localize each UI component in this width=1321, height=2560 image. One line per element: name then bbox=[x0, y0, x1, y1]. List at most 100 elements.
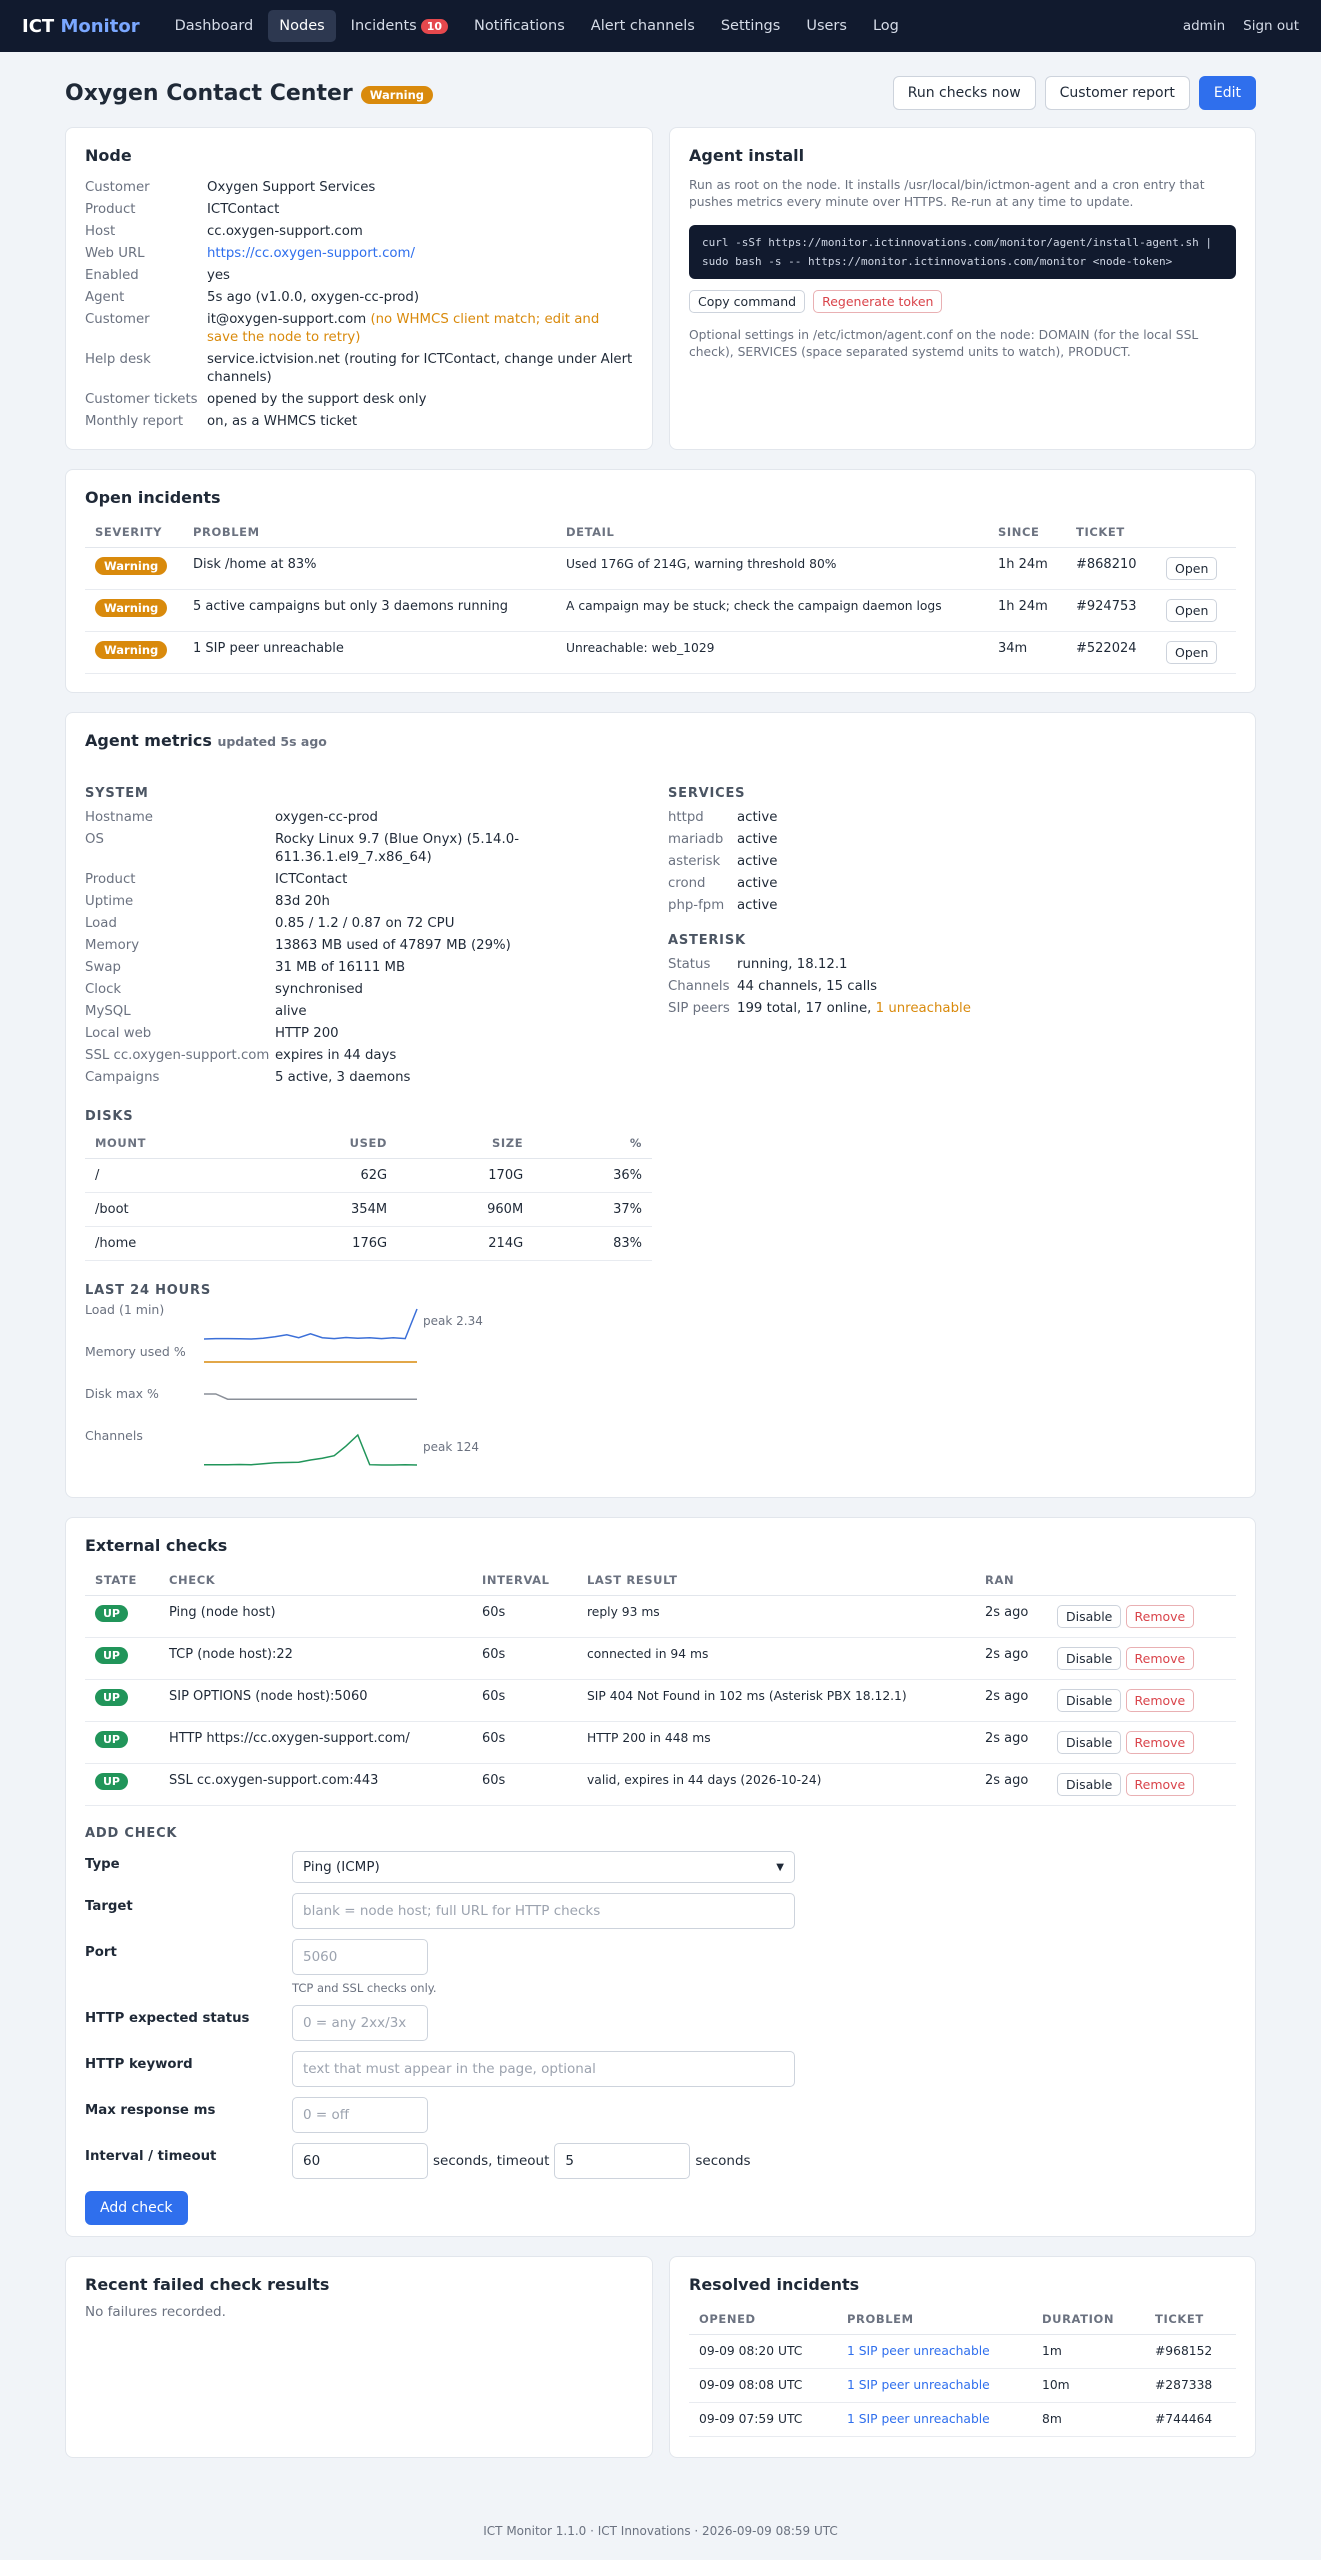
disable-check-button[interactable]: Disable bbox=[1057, 1773, 1122, 1796]
incident-ticket: #522024 bbox=[1076, 641, 1137, 656]
system-field-key: MySQL bbox=[85, 1004, 131, 1019]
check-row: UP SSL cc.oxygen-support.com:443 60s valid,… bbox=[85, 1763, 1236, 1806]
system-field-value-text: 0.85 / 1.2 / 0.87 on 72 CPU bbox=[275, 916, 455, 931]
check-result: connected in 94 ms bbox=[587, 1647, 709, 1661]
top-navigation: ICT Monitor Dashboard Nodes Incidents 10 … bbox=[0, 0, 1321, 52]
disk-size: 170G bbox=[488, 1168, 524, 1183]
target-input[interactable]: blank = node host; full URL for HTTP che… bbox=[292, 1893, 795, 1929]
add-check-button[interactable]: Add check bbox=[85, 2191, 188, 2225]
system-field-key: OS bbox=[85, 832, 104, 847]
system-field-key: Memory bbox=[85, 938, 140, 953]
disk-mount: /boot bbox=[95, 1202, 129, 1217]
open-incident-button[interactable]: Open bbox=[1166, 599, 1218, 622]
severity-badge: Warning bbox=[95, 557, 168, 575]
node-field-row: Help desk service.ictvision.net (routing … bbox=[85, 351, 633, 387]
node-field-value: 5s ago (v1.0.0, oxygen-cc-prod) bbox=[207, 289, 419, 307]
resolved-problem-link[interactable]: 1 SIP peer unreachable bbox=[847, 2344, 990, 2358]
node-field-row: Agent 5s ago (v1.0.0, oxygen-cc-prod) bbox=[85, 289, 633, 307]
open-incident-button[interactable]: Open bbox=[1166, 641, 1218, 664]
external-checks-title: External checks bbox=[85, 1536, 228, 1555]
sparkline-series bbox=[204, 1433, 418, 1466]
disable-check-button[interactable]: Disable bbox=[1057, 1689, 1122, 1712]
nav-alert-channels[interactable]: Alert channels bbox=[590, 18, 695, 34]
nav-settings[interactable]: Settings bbox=[720, 18, 781, 34]
check-state-badge: UP bbox=[95, 1605, 128, 1622]
run-checks-button[interactable]: Run checks now bbox=[892, 76, 1036, 110]
system-field-key: Swap bbox=[85, 960, 121, 975]
col-interval: Interval bbox=[472, 1565, 577, 1596]
port-input[interactable]: 5060 bbox=[292, 1939, 428, 1975]
node-field-key: Web URL bbox=[85, 246, 145, 261]
sparkline-label: Memory used % bbox=[85, 1344, 186, 1359]
max-response-input[interactable]: 0 = off bbox=[292, 2097, 428, 2133]
nav-incidents[interactable]: Incidents 10 bbox=[340, 10, 459, 42]
max-response-label: Max response ms bbox=[85, 2103, 216, 2118]
system-field-value-text: oxygen-cc-prod bbox=[275, 810, 378, 825]
service-value-text: active bbox=[737, 854, 778, 869]
current-user[interactable]: admin bbox=[1182, 18, 1226, 34]
system-field-value-text: expires in 44 days bbox=[275, 1048, 397, 1063]
remove-check-button[interactable]: Remove bbox=[1125, 1773, 1195, 1796]
disable-check-button[interactable]: Disable bbox=[1057, 1605, 1122, 1628]
disable-check-button[interactable]: Disable bbox=[1057, 1731, 1122, 1754]
incident-ticket: #924753 bbox=[1076, 599, 1137, 614]
nav-log[interactable]: Log bbox=[872, 18, 899, 34]
asterisk-section-title: Asterisk bbox=[668, 933, 746, 948]
nav-users[interactable]: Users bbox=[806, 18, 847, 34]
timeout-input[interactable]: 5 bbox=[554, 2143, 691, 2179]
check-type-select[interactable]: Ping (ICMP) ▼ bbox=[292, 1851, 795, 1883]
node-field-value-text: opened by the support desk only bbox=[207, 392, 427, 407]
open-incident-button[interactable]: Open bbox=[1166, 557, 1218, 580]
install-command[interactable]: curl -sSf https://monitor.ictinnovations… bbox=[689, 225, 1236, 279]
resolved-problem-link[interactable]: 1 SIP peer unreachable bbox=[847, 2412, 990, 2426]
node-field-value: on, as a WHMCS ticket bbox=[207, 413, 357, 431]
remove-check-button[interactable]: Remove bbox=[1125, 1689, 1195, 1712]
resolved-problem-link[interactable]: 1 SIP peer unreachable bbox=[847, 2378, 990, 2392]
external-checks-card: External checks State Check Interval Las… bbox=[65, 1517, 1256, 2237]
nav-notifications[interactable]: Notifications bbox=[474, 18, 565, 34]
system-field-value: synchronised bbox=[275, 981, 363, 999]
node-field-row: Enabled yes bbox=[85, 267, 633, 285]
system-field-value: expires in 44 days bbox=[275, 1047, 396, 1065]
incident-problem: 1 SIP peer unreachable bbox=[193, 641, 344, 656]
asterisk-field-key: SIP peers bbox=[668, 1001, 730, 1016]
incident-since: 34m bbox=[998, 641, 1028, 656]
incident-detail: Unreachable: web_1029 bbox=[566, 641, 715, 655]
system-field-value: Rocky Linux 9.7 (Blue Onyx) (5.14.0-611.… bbox=[275, 831, 652, 867]
system-field-row: Load 0.85 / 1.2 / 0.87 on 72 CPU bbox=[85, 915, 652, 933]
check-interval: 60s bbox=[482, 1605, 506, 1620]
remove-check-button[interactable]: Remove bbox=[1125, 1605, 1195, 1628]
node-field-value-text: cc.oxygen-support.com bbox=[207, 224, 363, 239]
nav-dashboard[interactable]: Dashboard bbox=[174, 18, 254, 34]
col-opened: Opened bbox=[689, 2304, 837, 2335]
node-field-value-text: ICTContact bbox=[207, 202, 280, 217]
brand-logo[interactable]: ICT Monitor bbox=[22, 15, 140, 37]
system-field-key: Local web bbox=[85, 1026, 152, 1041]
node-status-badge: Warning bbox=[360, 86, 434, 104]
copy-command-button[interactable]: Copy command bbox=[689, 290, 806, 313]
port-hint: TCP and SSL checks only. bbox=[292, 1981, 437, 1995]
external-checks-table: State Check Interval Last result Ran UP P… bbox=[85, 1565, 1236, 1806]
col-state: State bbox=[85, 1565, 159, 1596]
service-value: active bbox=[737, 853, 777, 871]
http-status-input[interactable]: 0 = any 2xx/3x bbox=[292, 2005, 428, 2041]
http-keyword-input[interactable]: text that must appear in the page, optio… bbox=[292, 2051, 795, 2087]
failed-results-title: Recent failed check results bbox=[85, 2275, 330, 2294]
system-field-value: 5 active, 3 daemons bbox=[275, 1069, 410, 1087]
node-field-value-text[interactable]: https://cc.oxygen-support.com/ bbox=[207, 246, 415, 261]
remove-check-button[interactable]: Remove bbox=[1125, 1647, 1195, 1670]
disable-check-button[interactable]: Disable bbox=[1057, 1647, 1122, 1670]
node-field-value-text: Oxygen Support Services bbox=[207, 180, 376, 195]
interval-input[interactable]: 60 bbox=[292, 2143, 428, 2179]
edit-button[interactable]: Edit bbox=[1198, 76, 1256, 110]
remove-check-button[interactable]: Remove bbox=[1125, 1731, 1195, 1754]
nav-incidents-label: Incidents bbox=[350, 18, 417, 34]
nav-nodes[interactable]: Nodes bbox=[268, 10, 336, 42]
node-field-row: Customer it@oxygen-support.com (no WHMCS … bbox=[85, 311, 633, 347]
check-ran: 2s ago bbox=[985, 1647, 1029, 1662]
sign-out-link[interactable]: Sign out bbox=[1243, 18, 1299, 34]
regenerate-token-button[interactable]: Regenerate token bbox=[813, 290, 943, 313]
agent-metrics-title: Agent metrics updated 5s ago bbox=[85, 731, 327, 750]
customer-report-button[interactable]: Customer report bbox=[1044, 76, 1190, 110]
node-field-value: ICTContact bbox=[207, 201, 279, 219]
